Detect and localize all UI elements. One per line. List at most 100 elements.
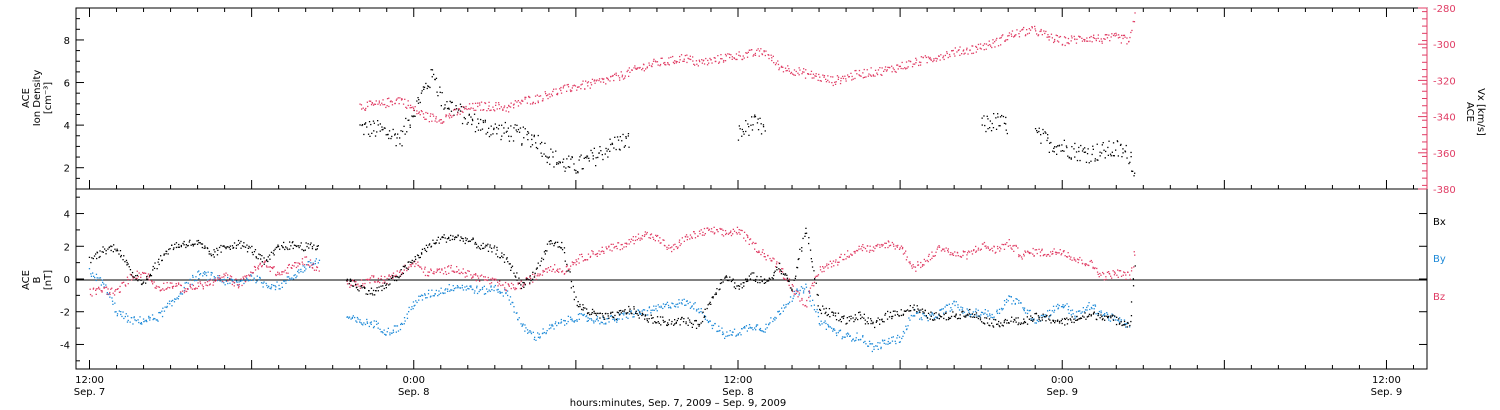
bx-point [787,280,790,282]
bx-point [199,242,201,244]
density-point [981,124,983,126]
bx-point [197,239,200,242]
bx-point [471,239,473,241]
bx-point [1022,322,1024,325]
bz-point [426,274,429,277]
by-point [961,307,964,309]
vx-point [425,111,427,114]
bx-point [820,312,823,315]
bz-point [444,271,447,273]
bz-point [638,237,640,239]
bz-point [781,268,783,270]
bx-point [443,234,445,236]
vx-point [851,79,853,81]
bz-point [874,247,876,250]
vx-point [626,70,628,73]
bx-point [1079,317,1082,319]
bz-point [761,251,763,253]
bx-point [1054,322,1056,324]
by-point [1103,314,1105,316]
bx-point [462,238,464,240]
by-point [166,306,168,309]
by-point [383,329,385,331]
by-point [863,341,865,344]
bx-point [687,317,689,319]
density-point [567,166,569,168]
bz-point [1055,251,1057,254]
vx-point [837,78,839,80]
bz-point [237,287,240,289]
by-point [504,289,506,291]
by-point [433,295,435,297]
bz-point [212,281,215,283]
by-point [393,325,396,327]
bz-point [983,241,986,244]
bz-point [861,249,864,252]
by-point [466,285,468,287]
bx-point [148,275,151,277]
vx-point [874,69,877,71]
bx-point [1132,278,1134,280]
vx-point [924,55,926,57]
vx-point [539,95,542,97]
bx-point [1071,316,1073,318]
vx-point [402,103,405,105]
vx-point [648,62,650,64]
bz-point [380,278,382,280]
bx-point [936,317,938,319]
density-point [437,95,439,97]
by-point [616,321,618,323]
bx-point [629,308,631,310]
bx-point [1038,318,1040,320]
vx-point [667,63,669,65]
vx-point [524,96,526,98]
bx-point [955,314,957,316]
bz-point [165,288,167,290]
bz-point [184,290,186,292]
bx-point [1077,318,1079,321]
bx-point [490,247,493,249]
by-point [427,293,430,295]
by-point [1029,309,1031,312]
bz-point [287,272,289,274]
bz-point [1039,251,1042,253]
by-point [530,332,533,335]
density-point [477,118,479,120]
by-point [689,301,691,303]
density-point [539,143,542,145]
by-point [1009,295,1011,298]
vx-point [1097,37,1099,39]
bx-point [400,273,403,276]
bz-point [641,235,644,237]
bz-point [650,233,653,235]
bx-point [529,282,531,284]
bx-point [959,314,961,316]
bx-point [864,319,866,321]
by-point [765,323,767,325]
vx-point [465,105,467,108]
bx-point [117,250,119,252]
density-point [373,130,375,132]
density-point [1040,142,1042,144]
bz-point [223,276,225,278]
vx-point [529,103,532,105]
vx-point [819,76,821,78]
bx-point [702,311,704,313]
x-tick-time: 0:00 [1051,375,1073,386]
by-point [847,333,850,335]
vx-point [723,59,725,62]
bx-point [1059,320,1061,323]
vx-point [545,95,548,97]
by-point [1078,310,1080,312]
vx-point [883,70,885,72]
by-point [1093,308,1095,310]
bz-point [838,261,840,263]
bx-point [469,240,471,242]
bx-point [137,280,139,282]
bx-point [1041,317,1043,319]
by-point [744,327,746,329]
bx-point [536,267,538,269]
bz-point [417,265,420,267]
density-point [1070,157,1072,159]
vx-point [672,55,674,58]
